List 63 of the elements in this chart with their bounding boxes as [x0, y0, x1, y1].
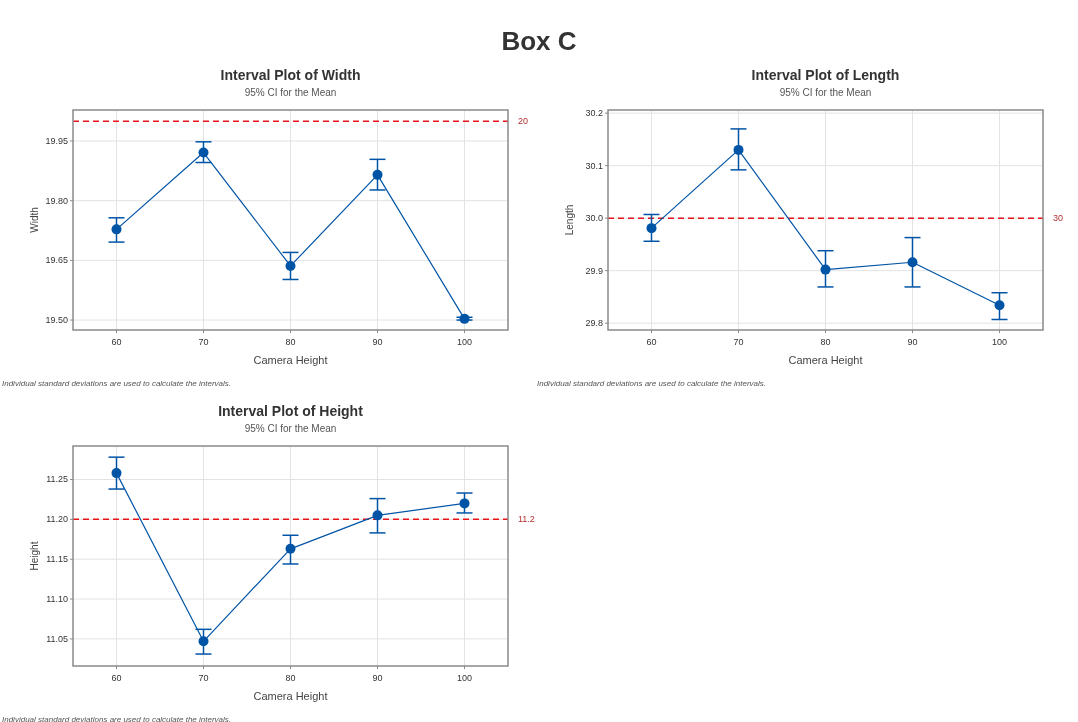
y-axis-title: Length [564, 204, 575, 236]
ref-line-label: 20 [518, 116, 529, 127]
ref-line-label: 11.2 [518, 514, 535, 525]
point [820, 264, 831, 275]
x-tick-label: 60 [646, 337, 657, 347]
y-tick-label: 11.10 [46, 594, 68, 605]
chart-subtitle: 95% CI for the Mean [779, 87, 872, 98]
point [994, 300, 1005, 311]
y-tick-label: 11.20 [46, 514, 68, 525]
y-tick-label: 29.9 [585, 265, 603, 276]
y-tick-label: 11.25 [46, 474, 68, 485]
x-axis-title: Camera Height [253, 690, 328, 702]
x-axis-title: Camera Height [788, 354, 863, 366]
x-tick-label: 100 [456, 337, 473, 347]
x-tick-label: 70 [733, 337, 744, 347]
point [198, 636, 209, 647]
y-tick-label: 19.65 [45, 255, 68, 266]
chart-subtitle: 95% CI for the Mean [244, 423, 337, 434]
x-tick-label: 60 [111, 673, 122, 683]
x-tick-label: 70 [198, 337, 209, 347]
point [459, 313, 470, 324]
x-tick-label: 90 [372, 673, 383, 683]
point [198, 147, 209, 158]
x-tick-label: 90 [907, 337, 918, 347]
y-tick-label: 11.05 [46, 633, 68, 644]
point [907, 257, 918, 268]
x-tick-label: 100 [456, 673, 473, 683]
ref-line-label: 30 [1053, 213, 1064, 224]
point [459, 498, 470, 509]
y-tick-label: 30.2 [585, 108, 603, 119]
chart-title: Interval Plot of Length [751, 67, 900, 83]
point [285, 260, 296, 271]
text: Box C [501, 26, 577, 56]
text: Individual standard deviations are used to calculate the intervals. [2, 715, 232, 722]
point [111, 468, 122, 479]
x-tick-label: 80 [285, 673, 296, 683]
point [372, 169, 383, 180]
y-tick-label: 19.95 [45, 136, 68, 147]
y-tick-label: 19.50 [45, 315, 68, 326]
x-axis-title: Camera Height [253, 354, 328, 366]
chart-title: Interval Plot of Height [218, 403, 364, 419]
point [733, 144, 744, 155]
x-tick-label: 80 [820, 337, 831, 347]
x-tick-label: 70 [198, 673, 209, 683]
x-tick-label: 100 [991, 337, 1008, 347]
point [285, 543, 296, 554]
x-tick-label: 90 [372, 337, 383, 347]
text: Individual standard deviations are used to calculate the intervals. [537, 379, 767, 388]
y-tick-label: 30.1 [585, 160, 603, 171]
x-tick-label: 60 [111, 337, 122, 347]
y-tick-label: 30.0 [585, 213, 603, 224]
point [646, 223, 657, 234]
chart-title: Interval Plot of Width [220, 67, 361, 83]
y-tick-label: 29.8 [585, 318, 603, 329]
y-tick-label: 11.15 [46, 554, 68, 565]
chart-subtitle: 95% CI for the Mean [244, 87, 337, 98]
text: Individual standard deviations are used to calculate the intervals. [2, 379, 232, 388]
y-axis-title: Height [29, 541, 40, 571]
point [372, 510, 383, 521]
point [111, 224, 122, 235]
y-tick-label: 19.80 [45, 195, 68, 206]
y-axis-title: Width [29, 207, 40, 233]
x-tick-label: 80 [285, 337, 296, 347]
